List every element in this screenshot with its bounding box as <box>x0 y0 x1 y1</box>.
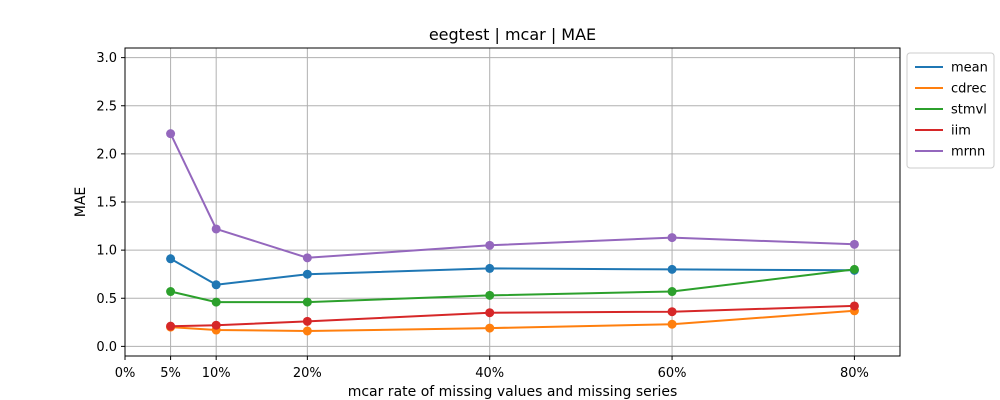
data-point-mrnn <box>849 239 859 249</box>
x-tick-label: 60% <box>658 366 687 381</box>
data-point-iim <box>667 307 677 317</box>
data-point-cdrec <box>302 326 312 336</box>
data-point-stmvl <box>211 297 221 307</box>
x-tick-label: 40% <box>475 366 504 381</box>
x-tick-label: 10% <box>202 366 231 381</box>
axis-ticks: 0% 5% 10% 20% 40% 60% 80% 0.0 0.5 1.0 1.5 2.0 2.5 3.0 <box>96 51 869 381</box>
series-line-stmvl <box>170 268 855 304</box>
y-tick-label: 1.5 <box>96 196 117 211</box>
x-tick-label: 5% <box>160 366 181 381</box>
data-point-cdrec <box>667 319 677 329</box>
data-point-cdrec <box>485 323 495 333</box>
series-mean <box>166 254 859 290</box>
data-point-iim <box>849 301 859 311</box>
x-tick-label: 80% <box>840 366 869 381</box>
legend-label: mean <box>951 61 988 76</box>
y-tick-label: 2.5 <box>96 99 117 114</box>
data-point-iim <box>166 321 176 331</box>
data-point-iim <box>211 320 221 330</box>
series-line-mrnn <box>169 133 855 259</box>
y-tick-label: 3.0 <box>96 51 117 66</box>
data-point-mrnn <box>485 240 495 250</box>
x-axis-label: mcar rate of missing values and missing … <box>348 384 678 400</box>
y-tick-label: 2.0 <box>96 147 117 162</box>
data-point-stmvl <box>849 264 859 274</box>
data-point-mrnn <box>667 233 677 243</box>
data-point-stmvl <box>302 297 312 307</box>
legend-box <box>906 52 995 169</box>
data-point-stmvl <box>485 290 495 300</box>
y-tick-label: 0.0 <box>96 340 117 355</box>
y-axis-label: MAE <box>73 187 89 218</box>
y-tick-label: 0.5 <box>96 292 117 307</box>
data-point-mean <box>667 264 677 274</box>
series-lines <box>166 129 859 336</box>
legend-entry-mean: mean <box>915 61 988 76</box>
data-point-mrnn <box>302 253 312 263</box>
x-tick-label: 0% <box>115 366 136 381</box>
series-line-mean <box>170 257 855 286</box>
series-iim <box>166 301 859 331</box>
legend-label: iim <box>951 124 971 139</box>
data-point-iim <box>485 308 495 318</box>
series-line-iim <box>170 304 855 328</box>
series-line-cdrec <box>170 309 855 332</box>
x-tick-label: 20% <box>293 366 322 381</box>
y-tick-label: 1.0 <box>96 244 117 259</box>
data-point-mean <box>302 269 312 279</box>
data-point-mean <box>166 254 176 264</box>
chart-title: eegtest | mcar | MAE <box>429 25 596 44</box>
data-point-stmvl <box>667 287 677 297</box>
data-point-stmvl <box>166 287 176 297</box>
data-point-mrnn <box>166 129 176 139</box>
data-point-mean <box>211 280 221 290</box>
data-point-mrnn <box>211 224 221 234</box>
data-point-mean <box>485 263 495 273</box>
data-point-iim <box>302 316 312 326</box>
legend-entry-mrnn: mrnn <box>915 145 985 160</box>
legend-entry-cdrec: cdrec <box>915 82 987 97</box>
series-cdrec <box>166 306 859 336</box>
legend-label: cdrec <box>951 82 987 97</box>
series-mrnn <box>166 129 859 263</box>
legend-entry-stmvl: stmvl <box>915 103 987 118</box>
legend: mean cdrec stmvl iim mrnn <box>906 52 995 169</box>
legend-label: stmvl <box>951 103 987 118</box>
grid <box>124 48 900 356</box>
legend-entry-iim: iim <box>915 124 971 139</box>
legend-label: mrnn <box>951 145 985 160</box>
series-stmvl <box>166 264 859 307</box>
